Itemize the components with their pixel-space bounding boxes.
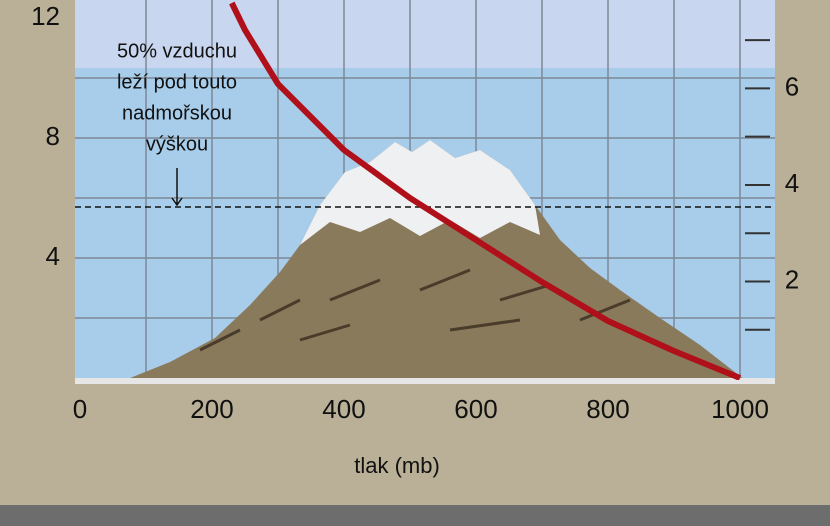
page: {"chart_data": {"type": "line", "x_label… [0,0,830,526]
y2-tick-label: 6 [785,71,799,101]
y2-tick-label: 2 [785,264,799,294]
x-tick-label: 200 [190,394,233,424]
annotation: nadmořskou [122,102,232,124]
x-tick-label: 0 [73,394,87,424]
annotation: 50% vzduchu [117,40,237,62]
annotation: výškou [146,133,208,155]
y-tick-label: 12 [31,1,60,31]
x-tick-label: 400 [322,394,365,424]
y2-tick-label: 4 [785,168,799,198]
y-tick-label: 8 [46,121,60,151]
chart: tlak (mb) 2 4 6 50% vzduchu leží pod touto na… [0,0,830,526]
y-tick-label: 4 [46,241,60,271]
annotation: leží pod touto [117,71,237,93]
x-tick-label: 1000 [711,394,769,424]
x-axis-base [75,378,775,384]
x-axis-label: tlak (mb) [354,453,440,478]
x-tick-label: 800 [586,394,629,424]
footer-bar [0,505,830,526]
x-tick-label: 600 [454,394,497,424]
